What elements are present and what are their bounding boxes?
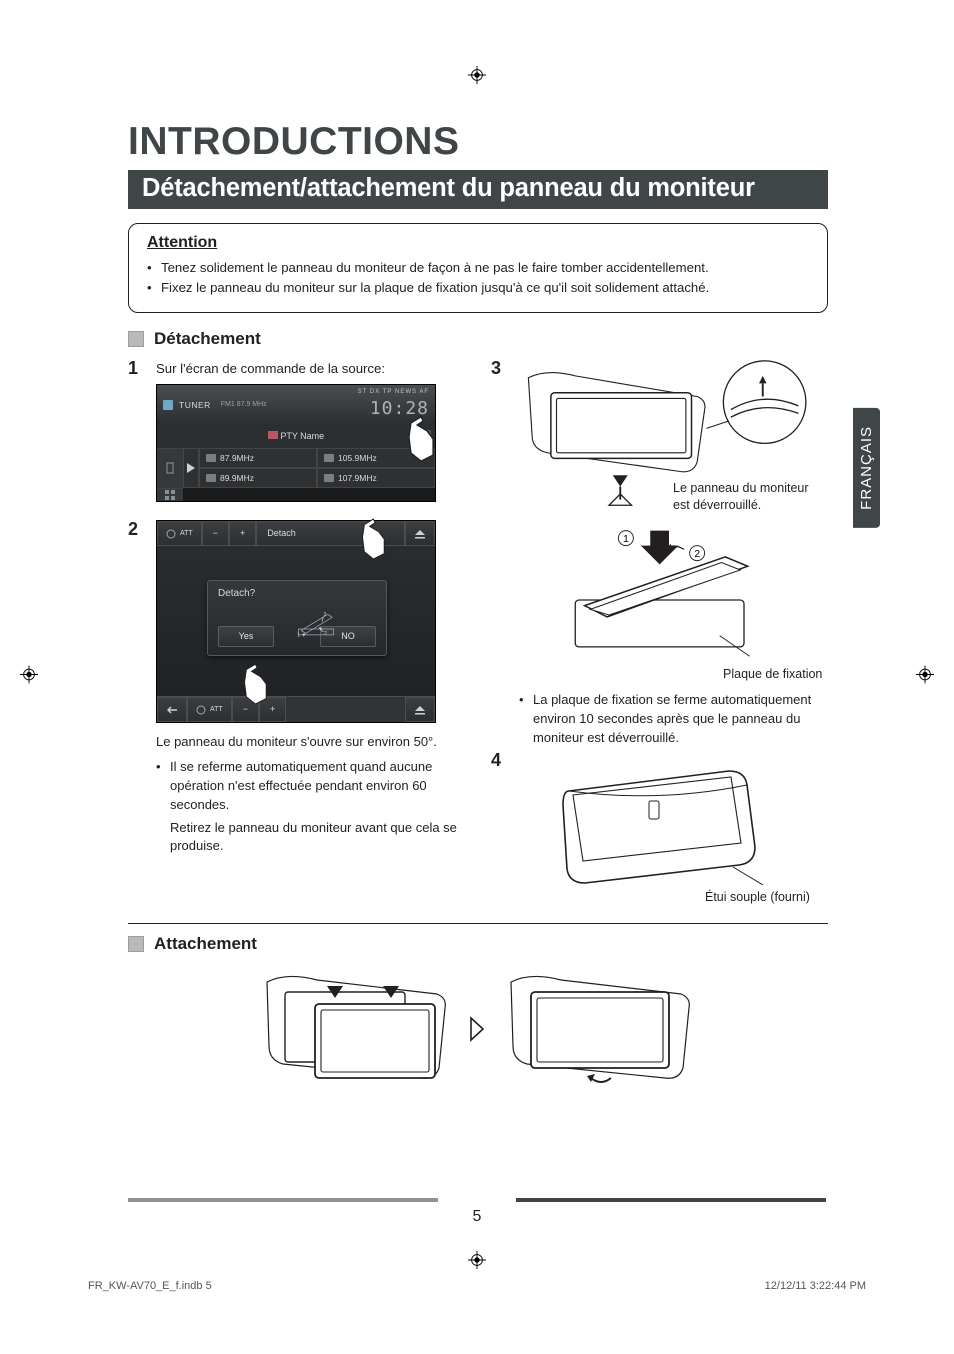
footer-rule-right	[516, 1198, 826, 1202]
step1-text: Sur l'écran de commande de la source:	[156, 359, 465, 378]
svg-text:1 ▼: 1 ▼	[297, 633, 306, 639]
plus-button: +	[229, 521, 256, 546]
left-column: 1 Sur l'écran de commande de la source: …	[128, 359, 465, 910]
detach-heading: Détachement	[128, 329, 828, 349]
minus-button: −	[202, 521, 229, 546]
attach-step1-diagram	[261, 964, 451, 1094]
attach-heading-label: Attachement	[154, 934, 257, 954]
detach-dialog-screen: ATT − + Detach Detach?	[156, 520, 436, 723]
footer-rule-left	[128, 1198, 438, 1202]
tuner-label: TUNER	[179, 399, 211, 411]
step2-tail: Retirez le panneau du moniteur avant que…	[170, 819, 465, 857]
page-number: 5	[473, 1208, 482, 1226]
language-tab: FRANÇAIS	[853, 408, 880, 528]
softcase-callout: Étui souple (fourni)	[705, 889, 828, 906]
square-bullet-icon	[128, 936, 144, 952]
separator	[128, 923, 828, 924]
finger-icon	[403, 415, 447, 465]
attention-item: Fixez le panneau du moniteur sur la plaq…	[147, 278, 809, 298]
detach-plate-diagram: 1 2	[519, 525, 819, 684]
footer-meta: FR_KW-AV70_E_f.indb 5 12/12/11 3:22:44 P…	[88, 1280, 866, 1292]
svg-text:3: 3	[323, 612, 326, 618]
detach-dialog: Detach? 1 ▼ 2 3	[207, 580, 387, 656]
step-number: 1	[128, 359, 142, 513]
pty-label: PTY Name	[280, 431, 324, 441]
grid-icon	[157, 488, 183, 501]
preset-cell: 107.9MHz	[317, 468, 435, 488]
square-bullet-icon	[128, 331, 144, 347]
attention-heading: Attention	[147, 234, 809, 252]
indb-filename: FR_KW-AV70_E_f.indb 5	[88, 1280, 212, 1292]
mini-monitor-diagram: 1 ▼ 2 3	[294, 607, 338, 639]
registration-mark-bottom	[468, 1251, 486, 1274]
page-content: INTRODUCTIONS Détachement/attachement du…	[128, 120, 828, 1094]
step2-caption: Le panneau du moniteur s'ouvre sur envir…	[156, 733, 465, 752]
attention-box: Attention Tenez solidement le panneau du…	[128, 223, 828, 313]
registration-mark-left	[20, 666, 38, 689]
yes-button: Yes	[218, 626, 274, 647]
eject-icon	[405, 697, 435, 722]
registration-mark-right	[916, 666, 934, 689]
step-number: 3	[491, 359, 505, 748]
attention-item: Tenez solidement le panneau du moniteur …	[147, 258, 809, 278]
step-number: 4	[491, 751, 505, 905]
page-title: INTRODUCTIONS	[128, 120, 828, 164]
plate-callout: Plaque de fixation	[723, 666, 828, 683]
play-icon	[183, 448, 199, 489]
tuner-icon	[163, 400, 173, 410]
step-3: 3	[491, 359, 828, 748]
chevron-right-icon	[469, 1016, 487, 1042]
att-button: ATT	[187, 697, 232, 722]
attach-step2-diagram	[505, 964, 695, 1094]
eject-icon	[405, 521, 435, 546]
right-column: 3	[491, 359, 828, 910]
detach-heading-label: Détachement	[154, 329, 261, 349]
section-heading: Détachement/attachement du panneau du mo…	[128, 170, 828, 209]
usb-icon	[157, 448, 183, 489]
attach-heading: Attachement	[128, 934, 828, 954]
dialog-question: Detach?	[218, 587, 376, 602]
step-1: 1 Sur l'écran de commande de la source: …	[128, 359, 465, 513]
finger-icon	[357, 517, 397, 563]
step-2: 2 ATT − + Detach Detach?	[128, 520, 465, 856]
step-4: 4 Étui souple (fourni)	[491, 751, 828, 905]
svg-text:1: 1	[623, 534, 629, 545]
step-number: 2	[128, 520, 142, 856]
soft-case-diagram	[519, 751, 819, 901]
svg-text:2: 2	[694, 549, 700, 560]
print-timestamp: 12/12/11 3:22:44 PM	[765, 1280, 866, 1292]
attach-diagrams	[128, 964, 828, 1094]
tuner-flags: ST DX TP NEWS AF	[358, 388, 429, 397]
att-button: ATT	[157, 521, 202, 546]
registration-mark-top	[468, 66, 486, 89]
step3-bullet: La plaque de fixation se ferme automatiq…	[519, 691, 828, 748]
back-icon	[157, 697, 187, 722]
svg-text:2: 2	[324, 631, 327, 637]
band-sub: FM1 87.9 MHz	[221, 400, 267, 410]
step2-bullet: Il se referme automatiquement quand aucu…	[156, 758, 465, 815]
preset-cell: 87.9MHz	[199, 448, 317, 468]
preset-cell: 89.9MHz	[199, 468, 317, 488]
finger-icon	[239, 662, 279, 708]
source-screen: TUNER FM1 87.9 MHz ST DX TP NEWS AF 10:2…	[156, 384, 436, 502]
